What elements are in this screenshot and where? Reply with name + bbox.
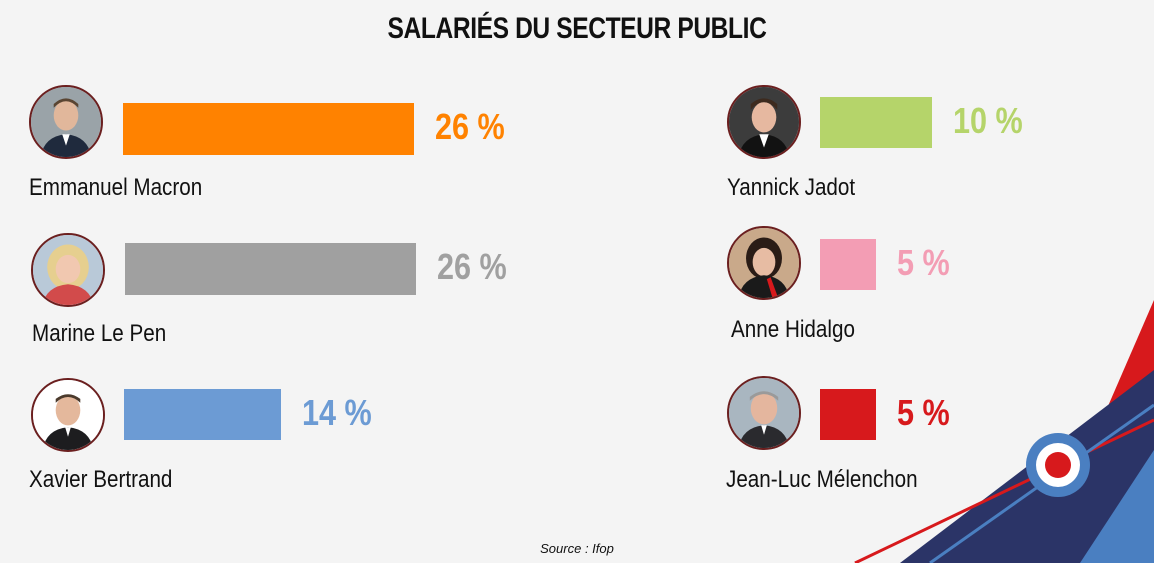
jadot-portrait-icon bbox=[729, 87, 799, 157]
melenchon-portrait-icon bbox=[729, 378, 799, 448]
hidalgo-avatar bbox=[727, 226, 801, 300]
bar-anne-hidalgo bbox=[820, 239, 876, 290]
bar-jean-luc-melenchon bbox=[820, 389, 876, 440]
value-label-yannick-jadot: 10 % bbox=[953, 99, 1023, 141]
value-label-xavier-bertrand: 14 % bbox=[302, 391, 372, 433]
bar-emmanuel-macron bbox=[123, 103, 414, 155]
decor-red-line bbox=[854, 418, 1154, 563]
bar-xavier-bertrand bbox=[124, 389, 281, 440]
bar-marine-le-pen bbox=[125, 243, 416, 295]
value-label-marine-le-pen: 26 % bbox=[437, 246, 507, 287]
macron-avatar bbox=[29, 85, 103, 159]
le-pen-avatar bbox=[31, 233, 105, 307]
hidalgo-portrait-icon bbox=[729, 228, 799, 298]
bertrand-avatar bbox=[31, 378, 105, 452]
value-label-jean-luc-melenchon: 5 % bbox=[897, 391, 950, 433]
name-anne-hidalgo: Anne Hidalgo bbox=[731, 316, 855, 343]
decor-blue-panel bbox=[1080, 450, 1154, 563]
le-pen-portrait-icon bbox=[33, 235, 103, 305]
macron-portrait-icon bbox=[31, 87, 101, 157]
name-yannick-jadot: Yannick Jadot bbox=[727, 174, 856, 201]
chart-title: SALARIÉS DU SECTEUR PUBLIC bbox=[387, 12, 767, 45]
name-emmanuel-macron: Emmanuel Macron bbox=[29, 174, 203, 201]
name-jean-luc-melenchon: Jean-Luc Mélenchon bbox=[726, 466, 918, 493]
value-label-anne-hidalgo: 5 % bbox=[897, 241, 950, 283]
melenchon-avatar bbox=[727, 376, 801, 450]
jadot-avatar bbox=[727, 85, 801, 159]
name-marine-le-pen: Marine Le Pen bbox=[32, 320, 167, 347]
bar-yannick-jadot bbox=[820, 97, 932, 148]
bertrand-portrait-icon bbox=[33, 380, 103, 450]
value-label-emmanuel-macron: 26 % bbox=[435, 106, 505, 147]
source-note: Source : Ifop bbox=[540, 541, 614, 556]
name-xavier-bertrand: Xavier Bertrand bbox=[29, 466, 173, 493]
roundel-inner bbox=[1045, 452, 1071, 478]
